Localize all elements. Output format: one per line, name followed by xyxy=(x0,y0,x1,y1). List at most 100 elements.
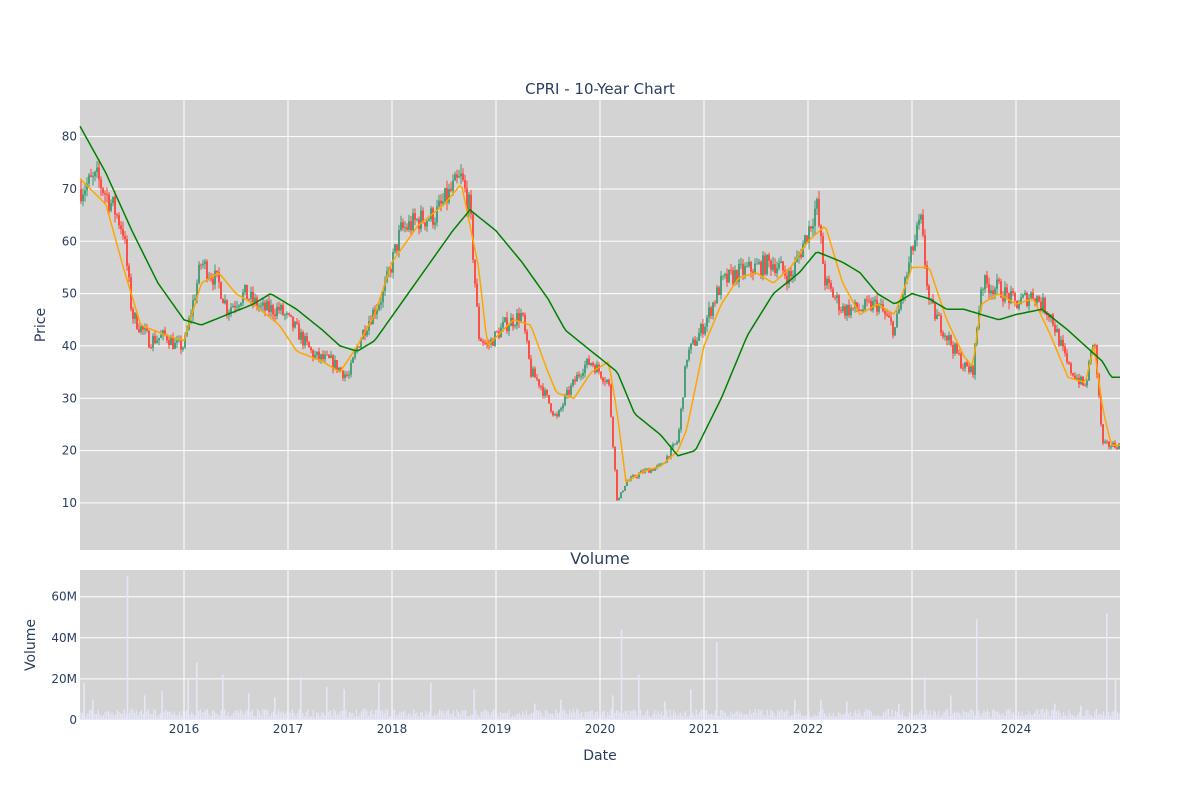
candle xyxy=(288,312,290,317)
volume-bar xyxy=(619,712,621,720)
volume-bar xyxy=(759,711,761,720)
candle xyxy=(156,335,158,344)
candle xyxy=(460,164,462,185)
volume-bar xyxy=(962,710,964,720)
candle xyxy=(1058,328,1060,347)
volume-bar xyxy=(662,715,664,720)
volume-bar xyxy=(517,713,519,720)
candle xyxy=(922,209,924,238)
volume-bar xyxy=(284,714,286,720)
volume-bar xyxy=(238,712,240,720)
volume-bar xyxy=(877,714,879,720)
volume-bar xyxy=(156,715,158,720)
candle xyxy=(200,263,202,270)
volume-bar xyxy=(804,715,806,720)
volume-bar xyxy=(425,710,427,720)
volume-bar xyxy=(420,712,422,720)
volume-bar xyxy=(1099,712,1101,720)
volume-bar xyxy=(257,708,259,720)
volume-bar xyxy=(1104,715,1106,720)
candle xyxy=(946,335,948,346)
price-tick-label-40: 40 xyxy=(62,339,77,353)
volume-bar xyxy=(836,716,838,720)
volume-bar xyxy=(454,716,456,720)
volume-bar xyxy=(851,715,853,720)
volume-axis-label: Volume xyxy=(23,619,39,671)
volume-bar xyxy=(229,716,231,720)
volume-bar xyxy=(1042,708,1044,720)
volume-bar xyxy=(969,709,971,720)
volume-bar xyxy=(1014,714,1016,720)
volume-bar xyxy=(596,711,598,720)
price-axis-label: Price xyxy=(33,308,49,342)
candle xyxy=(866,295,868,307)
volume-bar xyxy=(933,710,935,720)
volume-bar xyxy=(125,713,127,720)
candle xyxy=(590,362,592,367)
volume-bar xyxy=(626,710,628,720)
volume-bar xyxy=(591,710,593,720)
candle xyxy=(534,366,536,378)
candle xyxy=(1026,291,1028,308)
volume-bar xyxy=(168,711,170,720)
volume-bar xyxy=(979,715,982,720)
volume-bar xyxy=(180,715,182,720)
candle xyxy=(540,385,542,391)
volume-bar xyxy=(1068,710,1070,720)
candle xyxy=(896,310,898,329)
volume-bar xyxy=(439,709,441,720)
candle xyxy=(132,306,134,324)
volume-bar xyxy=(541,713,543,720)
candle xyxy=(248,298,250,301)
volume-bar xyxy=(995,711,997,720)
candle xyxy=(444,187,446,203)
volume-bar xyxy=(246,709,248,720)
volume-bar xyxy=(1064,714,1066,720)
volume-bar xyxy=(1024,713,1027,720)
candle xyxy=(1106,439,1108,445)
volume-spike-bar xyxy=(144,695,146,720)
candle xyxy=(838,293,840,316)
volume-bar xyxy=(489,715,491,720)
candle xyxy=(738,259,740,288)
candle xyxy=(484,339,486,346)
candle xyxy=(1018,299,1020,311)
volume-bar xyxy=(1101,714,1103,720)
candle xyxy=(592,361,594,368)
volume-bar xyxy=(725,712,727,720)
volume-bar xyxy=(191,712,193,720)
candle xyxy=(1118,442,1120,450)
candle xyxy=(562,402,564,412)
volume-bar xyxy=(501,713,503,720)
candle xyxy=(694,336,696,347)
volume-bar xyxy=(1030,714,1032,720)
volume-bar xyxy=(732,714,734,720)
volume-bar xyxy=(1016,715,1018,720)
volume-bar xyxy=(556,713,559,720)
volume-bar xyxy=(373,714,375,720)
candle xyxy=(814,200,816,235)
volume-bar xyxy=(900,714,902,720)
volume-bar xyxy=(1033,712,1035,720)
candle xyxy=(764,252,766,276)
volume-bar xyxy=(787,710,789,720)
candle xyxy=(94,170,96,182)
candle xyxy=(868,295,870,304)
volume-bar xyxy=(745,714,748,720)
candle xyxy=(674,443,676,446)
candle xyxy=(268,295,270,317)
candle xyxy=(104,190,106,203)
volume-bar xyxy=(964,712,966,720)
candle xyxy=(320,353,322,364)
volume-bar xyxy=(718,715,720,720)
candle xyxy=(956,341,958,355)
volume-bar xyxy=(255,716,257,720)
candle xyxy=(892,320,894,339)
volume-bar xyxy=(380,710,382,720)
candle xyxy=(284,313,286,321)
volume-bar xyxy=(756,712,758,720)
volume-bar xyxy=(499,711,501,720)
volume-bar xyxy=(777,710,779,720)
candle xyxy=(218,267,220,289)
volume-bar xyxy=(241,711,243,720)
